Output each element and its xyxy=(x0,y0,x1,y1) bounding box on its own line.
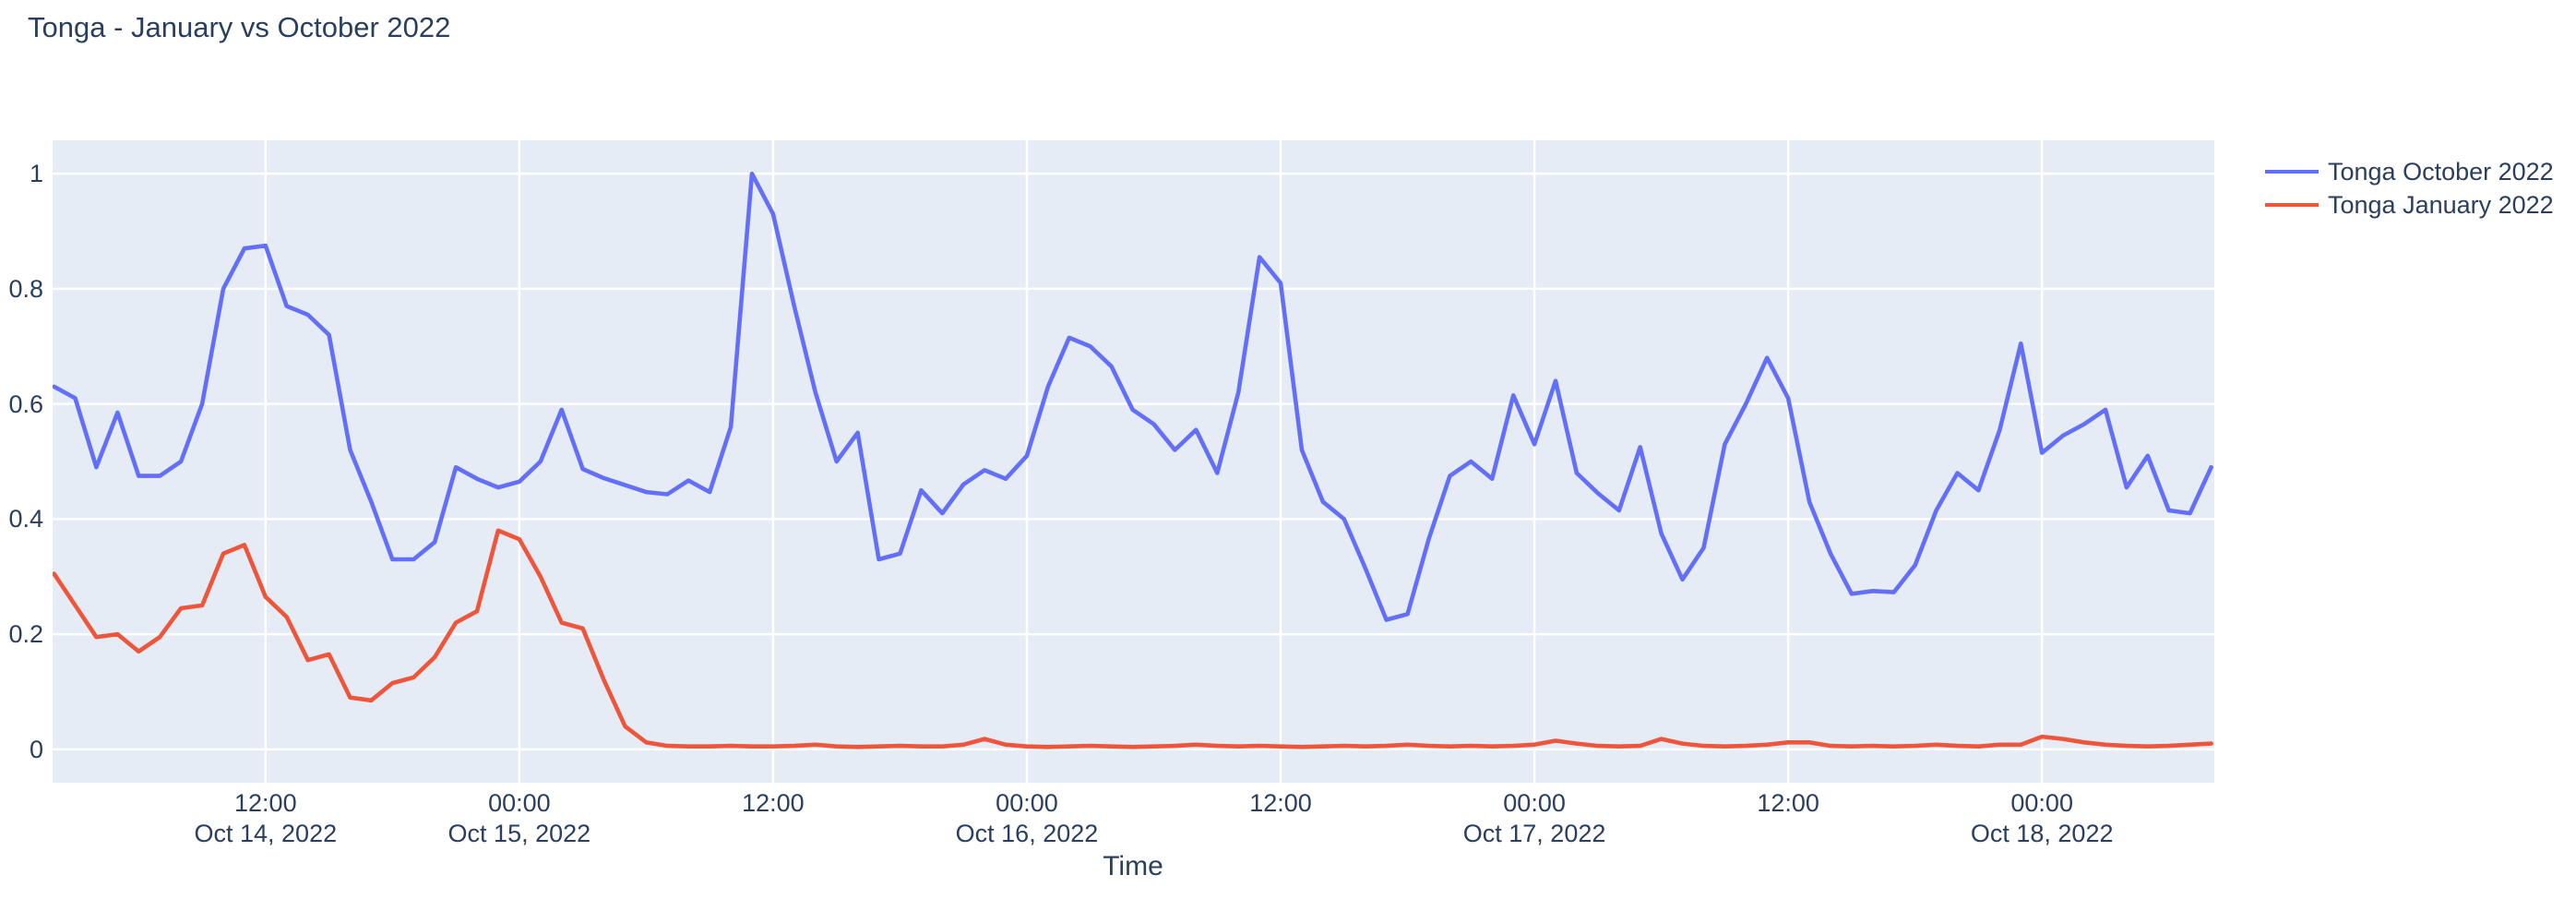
legend-item-label: Tonga October 2022 xyxy=(2328,157,2554,186)
x-tick-time: 00:00 xyxy=(488,789,551,817)
x-tick-label: 00:00 Oct 16, 2022 xyxy=(907,788,1147,849)
legend: Tonga October 2022 Tonga January 2022 xyxy=(2265,155,2554,222)
y-tick-label: 0.4 xyxy=(8,505,43,533)
x-axis-title: Time xyxy=(1103,851,1163,881)
x-tick-label: 00:00 Oct 15, 2022 xyxy=(400,788,639,849)
legend-item-tonga-january-2022[interactable]: Tonga January 2022 xyxy=(2265,188,2554,222)
x-tick-time: 12:00 xyxy=(234,789,297,817)
january-series-line[interactable] xyxy=(53,528,2213,749)
legend-item-label: Tonga January 2022 xyxy=(2328,190,2554,219)
legend-line-sample-icon xyxy=(2265,203,2319,207)
x-tick-time: 00:00 xyxy=(996,789,1058,817)
x-tick-label: 12:00 xyxy=(1161,788,1401,819)
legend-item-tonga-october-2022[interactable]: Tonga October 2022 xyxy=(2265,155,2554,188)
x-tick-time: 00:00 xyxy=(2010,789,2073,817)
x-tick-time: 00:00 xyxy=(1503,789,1566,817)
x-tick-date: Oct 16, 2022 xyxy=(955,820,1099,847)
y-tick-label: 1 xyxy=(29,160,43,188)
x-tick-label: 12:00 xyxy=(653,788,893,819)
x-tick-label: 12:00 Oct 14, 2022 xyxy=(146,788,386,849)
y-tick-label: 0.2 xyxy=(8,620,43,649)
plot-area[interactable] xyxy=(53,140,2214,783)
legend-line-sample-icon xyxy=(2265,170,2319,174)
chart-title: Tonga - January vs October 2022 xyxy=(28,11,451,43)
x-tick-date: Oct 18, 2022 xyxy=(1970,820,2114,847)
x-tick-label: 00:00 Oct 18, 2022 xyxy=(1922,788,2162,849)
x-tick-date: Oct 17, 2022 xyxy=(1462,820,1606,847)
y-tick-label: 0 xyxy=(29,735,43,763)
x-tick-label: 00:00 Oct 17, 2022 xyxy=(1414,788,1654,849)
x-tick-label: 12:00 xyxy=(1668,788,1908,819)
x-tick-time: 12:00 xyxy=(1757,789,1819,817)
x-tick-time: 12:00 xyxy=(1249,789,1312,817)
x-tick-date: Oct 15, 2022 xyxy=(447,820,591,847)
x-tick-time: 12:00 xyxy=(742,789,805,817)
y-tick-label: 0.6 xyxy=(8,390,43,418)
plot-canvas[interactable] xyxy=(53,140,2214,783)
october-series-line[interactable] xyxy=(53,171,2213,622)
x-tick-date: Oct 14, 2022 xyxy=(194,820,338,847)
y-tick-label: 0.8 xyxy=(8,274,43,303)
